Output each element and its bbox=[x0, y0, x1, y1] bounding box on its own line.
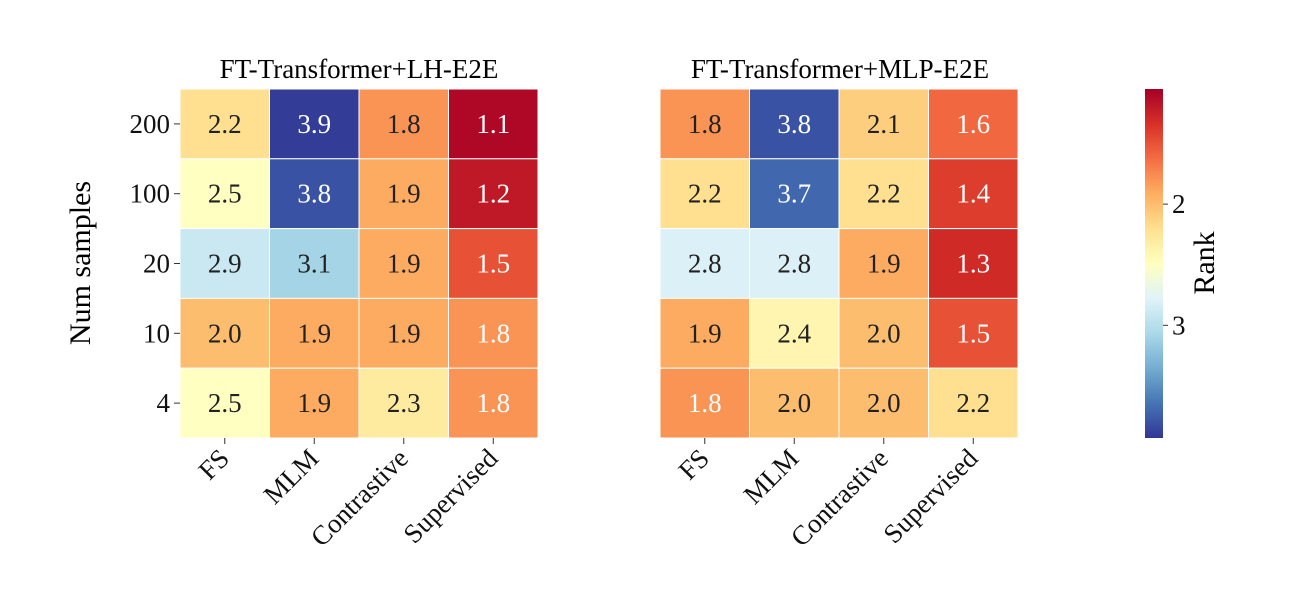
colorbar-tick-label: 3 bbox=[1172, 310, 1186, 340]
cell-value-label: 1.9 bbox=[387, 318, 421, 348]
cell-value-label: 3.8 bbox=[297, 179, 331, 209]
cell-value-label: 1.8 bbox=[476, 318, 510, 348]
cell-value-label: 2.0 bbox=[867, 388, 901, 418]
y-tick-label: 200 bbox=[130, 109, 171, 139]
cell-value-label: 1.9 bbox=[297, 318, 331, 348]
cell-value-label: 2.0 bbox=[867, 318, 901, 348]
heatmap-cell bbox=[928, 297, 1019, 369]
heatmap-cell bbox=[269, 367, 360, 439]
y-tick-label: 20 bbox=[143, 249, 170, 279]
cell-value-label: 3.1 bbox=[297, 249, 331, 279]
heatmap-cell bbox=[749, 228, 840, 299]
heatmap-cell bbox=[659, 88, 750, 160]
colorbar-label: Rank bbox=[1188, 231, 1221, 294]
cell-value-label: 3.9 bbox=[297, 109, 331, 139]
x-tick-label: Supervised bbox=[877, 443, 983, 549]
heatmap-cell bbox=[838, 158, 929, 230]
x-tick-label: Supervised bbox=[397, 443, 503, 549]
x-tick-label: MLM bbox=[258, 443, 325, 510]
heatmap-cell bbox=[659, 158, 750, 230]
cell-value-label: 1.6 bbox=[956, 109, 990, 139]
cell-value-label: 2.5 bbox=[208, 179, 242, 209]
x-tick-label: Contrastive bbox=[785, 443, 894, 552]
x-tick-label: Contrastive bbox=[305, 443, 414, 552]
panel-1-title: FT-Transformer+LH-E2E bbox=[220, 54, 499, 84]
cell-value-label: 2.5 bbox=[208, 388, 242, 418]
heatmap-cell bbox=[928, 158, 1019, 230]
cell-value-label: 3.7 bbox=[777, 179, 811, 209]
cell-value-label: 1.8 bbox=[387, 109, 421, 139]
cell-value-label: 1.2 bbox=[476, 179, 510, 209]
cell-value-label: 2.3 bbox=[387, 388, 421, 418]
cell-value-label: 1.9 bbox=[387, 249, 421, 279]
heatmap-cell bbox=[269, 297, 360, 369]
heatmap-cell bbox=[838, 228, 929, 299]
cell-value-label: 1.9 bbox=[387, 179, 421, 209]
cell-value-label: 2.2 bbox=[956, 388, 990, 418]
cell-value-label: 1.4 bbox=[956, 179, 990, 209]
cell-value-label: 2.2 bbox=[688, 179, 722, 209]
heatmap-cell bbox=[269, 228, 360, 299]
cell-value-label: 2.0 bbox=[208, 318, 242, 348]
heatmap-cell bbox=[448, 158, 539, 230]
panel-2-title: FT-Transformer+MLP-E2E bbox=[691, 54, 989, 84]
cell-value-label: 1.9 bbox=[297, 388, 331, 418]
cell-value-label: 2.1 bbox=[867, 109, 901, 139]
y-tick-label: 100 bbox=[130, 179, 171, 209]
heatmap-cell bbox=[269, 158, 360, 230]
heatmap-cell bbox=[448, 228, 539, 299]
heatmap-cell bbox=[838, 297, 929, 369]
heatmap-cell bbox=[448, 367, 539, 439]
cell-value-label: 2.8 bbox=[688, 249, 722, 279]
y-tick-label: 4 bbox=[157, 388, 171, 418]
heatmap-cell bbox=[749, 88, 840, 160]
heatmap-cell bbox=[269, 88, 360, 160]
heatmap-cell bbox=[659, 297, 750, 369]
cell-value-label: 3.8 bbox=[777, 109, 811, 139]
heatmap-cell bbox=[749, 158, 840, 230]
cell-value-label: 1.9 bbox=[867, 249, 901, 279]
cell-value-label: 1.9 bbox=[688, 318, 722, 348]
heatmap-cell bbox=[928, 88, 1019, 160]
cell-value-label: 2.4 bbox=[777, 318, 811, 348]
cell-value-label: 2.8 bbox=[777, 249, 811, 279]
cell-value-label: 1.8 bbox=[476, 388, 510, 418]
cell-value-label: 2.9 bbox=[208, 249, 242, 279]
heatmap-cell bbox=[749, 367, 840, 439]
cell-value-label: 2.2 bbox=[208, 109, 242, 139]
heatmap-cell bbox=[179, 88, 270, 160]
heatmap-cell bbox=[448, 88, 539, 160]
heatmap-cell bbox=[448, 297, 539, 369]
heatmap-cell bbox=[749, 297, 840, 369]
cell-value-label: 1.8 bbox=[688, 388, 722, 418]
heatmap-cell bbox=[358, 88, 449, 160]
heatmap-cell bbox=[358, 367, 449, 439]
cell-value-label: 1.5 bbox=[476, 249, 510, 279]
colorbar: 23 bbox=[1145, 89, 1186, 438]
cell-value-label: 1.8 bbox=[688, 109, 722, 139]
heatmap-cell bbox=[928, 228, 1019, 299]
cell-value-label: 2.2 bbox=[867, 179, 901, 209]
cell-value-label: 1.1 bbox=[476, 109, 510, 139]
x-tick-label: FS bbox=[673, 443, 715, 485]
heatmap-cell bbox=[179, 297, 270, 369]
y-tick-label: 10 bbox=[143, 318, 170, 348]
colorbar-gradient bbox=[1145, 89, 1163, 438]
heatmap-cell bbox=[179, 158, 270, 230]
x-tick-label: MLM bbox=[738, 443, 805, 510]
heatmap-cell bbox=[838, 88, 929, 160]
cell-value-label: 2.0 bbox=[777, 388, 811, 418]
cell-value-label: 1.3 bbox=[956, 249, 990, 279]
cell-value-label: 1.5 bbox=[956, 318, 990, 348]
x-tick-label: FS bbox=[193, 443, 235, 485]
y-axis-label: Num samples bbox=[64, 181, 97, 345]
colorbar-tick-label: 2 bbox=[1172, 189, 1186, 219]
